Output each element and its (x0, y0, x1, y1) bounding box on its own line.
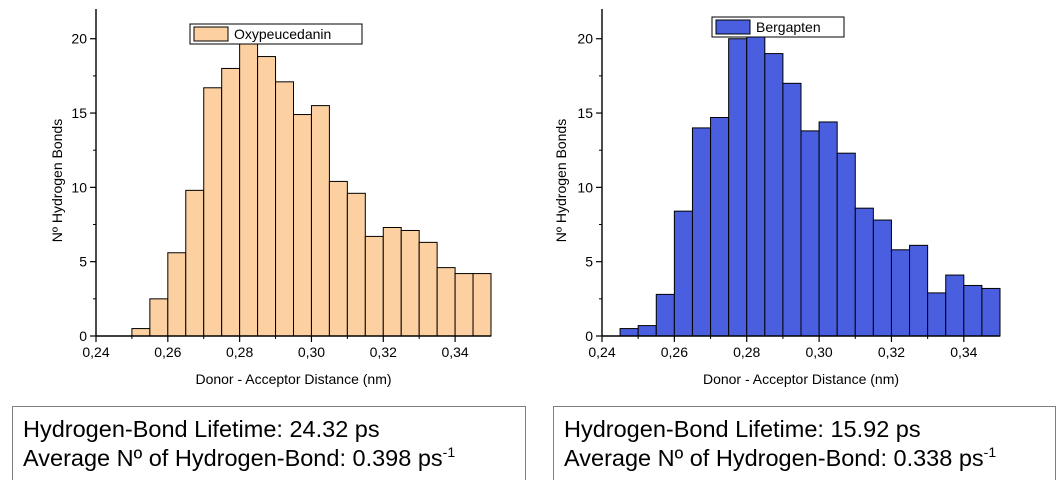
histogram-bar (800, 130, 820, 337)
histogram-bar (836, 152, 856, 337)
histogram-bar (436, 267, 456, 337)
histogram-bar (131, 328, 151, 337)
y-tick-label: 5 (585, 254, 593, 270)
histogram-bar (818, 121, 838, 337)
x-tick-label: 0,24 (588, 344, 615, 360)
y-tick-label: 15 (71, 105, 87, 121)
histogram-bar (619, 328, 639, 337)
histogram-bar (400, 229, 420, 337)
histogram-bar (185, 189, 205, 337)
x-tick-label: 0,26 (661, 344, 688, 360)
x-tick-label: 0,26 (154, 344, 181, 360)
histogram-bar (963, 284, 983, 337)
legend-label: Bergapten (756, 19, 821, 35)
histogram-bar (637, 325, 657, 337)
histogram-bar (382, 227, 402, 337)
histogram-bar (764, 53, 784, 337)
histogram-bar (728, 38, 748, 337)
x-tick-label: 0,34 (441, 344, 468, 360)
x-tick-label: 0,30 (805, 344, 832, 360)
x-tick-label: 0,24 (82, 344, 109, 360)
histogram-bar (890, 249, 911, 337)
histogram-bar (167, 252, 187, 337)
y-tick-label: 5 (79, 254, 87, 270)
histogram-bar (275, 81, 294, 337)
y-tick-label: 10 (577, 179, 593, 195)
legend-box (189, 23, 363, 45)
legend-swatch (715, 19, 751, 35)
histogram-bar (746, 30, 766, 337)
histogram-bar (346, 192, 366, 337)
histogram-bar (981, 287, 1001, 337)
x-axis-label: Donor - Acceptor Distance (nm) (703, 371, 899, 387)
lifetime-text: Hydrogen-Bond Lifetime: 15.92 ps (564, 416, 921, 442)
average-text: Average Nº of Hydrogen-Bond: 0.398 ps (23, 445, 443, 471)
histogram-bar (472, 273, 492, 337)
histogram-bar (854, 207, 874, 337)
histogram-bar (655, 293, 675, 337)
legend-swatch (193, 26, 229, 42)
legend: Oxypeucedanin (189, 23, 363, 45)
y-tick-label: 20 (577, 31, 593, 47)
histogram-bar (203, 87, 223, 337)
histogram-bar (945, 274, 965, 337)
histogram-bar (418, 241, 438, 337)
bergapten-info-box: Hydrogen-Bond Lifetime: 15.92 ps Average… (553, 406, 1056, 480)
x-tick-label: 0,28 (226, 344, 253, 360)
histogram-bar (673, 210, 693, 337)
unit-exponent: -1 (442, 444, 456, 460)
y-tick-label: 10 (71, 179, 87, 195)
y-tick-label: 0 (585, 328, 593, 344)
oxypeucedanin-info-box: Hydrogen-Bond Lifetime: 24.32 ps Average… (12, 406, 526, 480)
legend: Bergapten (711, 16, 845, 38)
bergapten-histogram: 0 5 10 15 20 0,24 0,26 0,28 0,30 0,32 0,34 Donor - … (553, 9, 1001, 387)
histogram-bar (149, 298, 169, 337)
histogram-bar (221, 67, 241, 337)
histogram-bar (909, 244, 929, 337)
x-tick-label: 0,30 (298, 344, 325, 360)
histogram-bar (872, 219, 892, 337)
x-tick-label: 0,32 (878, 344, 905, 360)
x-tick-label: 0,34 (950, 344, 977, 360)
legend-label: Oxypeucedanin (234, 26, 331, 42)
histogram-bar (454, 273, 474, 337)
histogram-bar (293, 114, 312, 337)
histogram-bar (710, 117, 730, 337)
x-tick-label: 0,32 (370, 344, 397, 360)
lifetime-text: Hydrogen-Bond Lifetime: 24.32 ps (23, 416, 380, 442)
y-tick-label: 0 (79, 328, 87, 344)
histogram-bar (239, 41, 259, 337)
histogram-bar (328, 180, 348, 337)
average-text: Average Nº of Hydrogen-Bond: 0.338 ps (564, 445, 984, 471)
y-axis-label: Nº Hydrogen Bonds (49, 119, 65, 242)
unit-exponent: -1 (983, 444, 997, 460)
histogram-bar (927, 292, 947, 337)
x-axis-label: Donor - Acceptor Distance (nm) (195, 371, 391, 387)
oxypeucedanin-histogram: 0 5 10 15 20 0,24 0,26 0,28 0,30 0,32 0,34 Donor - … (49, 9, 492, 387)
y-tick-label: 20 (71, 31, 87, 47)
x-tick-label: 0,28 (733, 344, 760, 360)
histogram-bar (364, 235, 384, 337)
histogram-bar (257, 56, 277, 337)
histogram-bar (310, 105, 330, 337)
histogram-bar (782, 82, 802, 337)
y-tick-label: 15 (577, 105, 593, 121)
histogram-bar (691, 127, 712, 337)
y-axis-label: Nº Hydrogen Bonds (553, 119, 569, 242)
